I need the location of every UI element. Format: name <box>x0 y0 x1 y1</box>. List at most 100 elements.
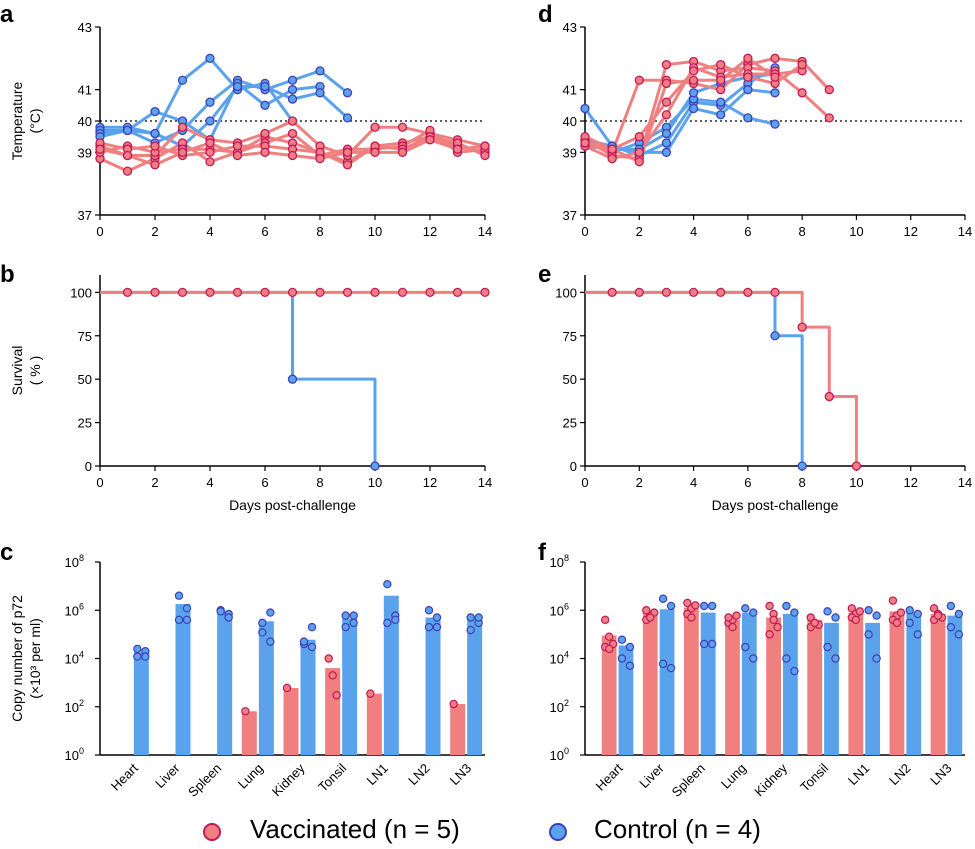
bar-vaccinated <box>931 614 946 755</box>
x-tick-label: 12 <box>423 224 437 239</box>
x-tick-label: 6 <box>261 475 268 490</box>
point-vaccinated <box>333 692 340 699</box>
data-point-vaccinated <box>771 288 779 296</box>
y-tick-label: 100 <box>65 746 84 763</box>
point-control <box>618 636 625 643</box>
bar-control <box>301 640 316 755</box>
category-label: Spleen <box>185 761 224 800</box>
bar-control <box>742 613 757 755</box>
point-control <box>906 607 913 614</box>
data-point-vaccinated <box>179 288 187 296</box>
data-point-vaccinated <box>261 148 269 156</box>
point-control <box>183 616 190 623</box>
data-point-control <box>151 130 159 138</box>
point-vaccinated <box>283 684 290 691</box>
bar-control <box>176 604 191 755</box>
point-control <box>425 607 432 614</box>
y-tick-label: 40 <box>78 114 92 129</box>
category-label: LN2 <box>886 761 913 788</box>
point-vaccinated <box>856 608 863 615</box>
point-control <box>791 668 798 675</box>
bar-vaccinated <box>643 613 658 755</box>
data-point-vaccinated <box>206 148 214 156</box>
point-control <box>267 638 274 645</box>
data-point-vaccinated <box>206 288 214 296</box>
data-point-vaccinated <box>289 151 297 159</box>
point-control <box>425 624 432 631</box>
data-point-vaccinated <box>289 288 297 296</box>
y-tick-label: 108 <box>550 553 569 570</box>
category-label: Spleen <box>669 761 708 800</box>
y-tick-label: 75 <box>78 329 92 344</box>
data-point-vaccinated <box>179 148 187 156</box>
data-point-vaccinated <box>371 288 379 296</box>
y-tick-label: 43 <box>563 20 577 35</box>
x-tick-label: 0 <box>581 475 588 490</box>
point-control <box>342 624 349 631</box>
y-axis-title-unit: (°C) <box>27 108 43 133</box>
bar-control <box>134 652 149 755</box>
data-point-vaccinated <box>179 123 187 131</box>
point-control <box>384 581 391 588</box>
legend-vaccinated-label: Vaccinated (n = 5) <box>250 814 460 845</box>
x-tick-label: 4 <box>690 475 697 490</box>
panel-d: d0 2 4 6 8 10 12 143739404143 <box>538 1 972 239</box>
data-point-vaccinated <box>662 61 670 69</box>
x-tick-label: 10 <box>368 475 382 490</box>
data-point-vaccinated <box>690 67 698 75</box>
x-tick-label: 14 <box>478 475 492 490</box>
point-control <box>947 602 954 609</box>
bar-vaccinated <box>725 620 740 755</box>
series-line-control <box>585 292 802 466</box>
point-control <box>791 609 798 616</box>
y-tick-label: 100 <box>555 285 577 300</box>
data-point-control <box>662 130 670 138</box>
data-point-vaccinated <box>344 161 352 169</box>
panel-c: c100102104106108Copy number of p72 (×10³ … <box>0 539 485 800</box>
data-point-vaccinated <box>96 145 104 153</box>
panel-letter-e: e <box>538 261 551 288</box>
data-point-vaccinated <box>662 288 670 296</box>
data-point-vaccinated <box>151 142 159 150</box>
point-control <box>955 631 962 638</box>
category-label: LN3 <box>927 761 954 788</box>
x-tick-label: 4 <box>690 224 697 239</box>
data-point-control <box>771 89 779 97</box>
x-tick-label: 8 <box>799 475 806 490</box>
point-control <box>618 655 625 662</box>
data-point-vaccinated <box>426 136 434 144</box>
x-tick-label: 0 <box>96 475 103 490</box>
data-point-vaccinated <box>234 288 242 296</box>
x-tick-label: 12 <box>903 475 917 490</box>
category-label: LN1 <box>845 761 872 788</box>
panel-b: b 0 2 4 6 8 10 12 14 0 25 50 75 100 Survival( % ) Days … <box>0 261 492 513</box>
point-control <box>709 602 716 609</box>
point-control <box>873 612 880 619</box>
series-line-vaccinated <box>585 292 856 466</box>
data-point-vaccinated <box>608 145 616 153</box>
point-control <box>667 602 674 609</box>
y-tick-label: 50 <box>78 372 92 387</box>
point-control <box>701 640 708 647</box>
point-vaccinated <box>770 616 777 623</box>
y-tick-label: 106 <box>65 601 84 618</box>
point-control <box>832 614 839 621</box>
data-point-control <box>179 76 187 84</box>
data-point-control <box>289 86 297 94</box>
data-point-vaccinated <box>234 142 242 150</box>
panel-letter-d: d <box>538 1 553 28</box>
bar-control <box>467 618 482 755</box>
point-control <box>824 608 831 615</box>
category-label: Tonsil <box>315 760 349 794</box>
data-point-vaccinated <box>481 142 489 150</box>
point-vaccinated <box>811 619 818 626</box>
data-point-control <box>771 332 779 340</box>
category-label: Liver <box>636 760 667 791</box>
panel-letter-c: c <box>0 539 13 566</box>
bar-vaccinated <box>890 611 905 755</box>
data-point-vaccinated <box>581 139 589 147</box>
point-control <box>175 616 182 623</box>
point-vaccinated <box>893 619 900 626</box>
data-point-control <box>662 139 670 147</box>
data-point-control <box>744 86 752 94</box>
